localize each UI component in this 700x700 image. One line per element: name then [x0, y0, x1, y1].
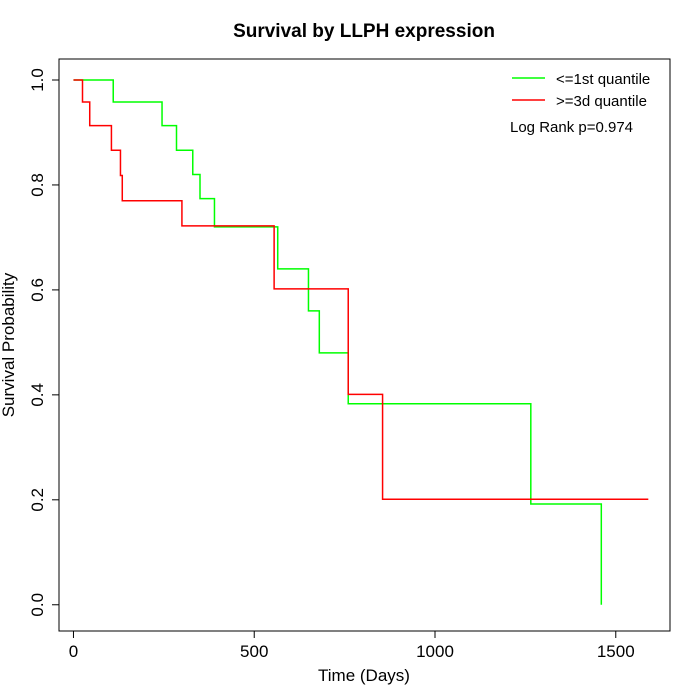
y-tick-label: 1.0	[28, 68, 47, 92]
y-tick-label: 0.6	[28, 278, 47, 302]
survival-line-high	[73, 79, 649, 501]
x-tick-label: 500	[240, 642, 268, 661]
y-tick-label: 0.2	[28, 488, 47, 512]
x-tick-label: 1000	[416, 642, 454, 661]
plot-frame	[58, 58, 671, 632]
legend-label-low: <=1st quantile	[556, 71, 650, 88]
x-tick-label: 1500	[597, 642, 635, 661]
y-tick-label: 0.4	[28, 383, 47, 407]
y-axis-label: Survival Probability	[0, 272, 18, 417]
y-tick-label: 0.8	[28, 173, 47, 197]
x-axis: 0 500 1000 1500	[69, 630, 635, 661]
x-axis-label: Time (Days)	[318, 666, 410, 685]
log-rank-annotation: Log Rank p=0.974	[510, 119, 633, 136]
legend: <=1st quantile >=3d quantile Log Rank p=…	[510, 71, 650, 136]
y-axis: 0.0 0.2 0.4 0.6 0.8 1.0	[28, 68, 60, 617]
x-tick-label: 0	[69, 642, 78, 661]
y-tick-label: 0.0	[28, 593, 47, 617]
chart-title: Survival by LLPH expression	[233, 21, 495, 42]
legend-label-high: >=3d quantile	[556, 93, 647, 110]
survival-line-low	[73, 79, 603, 605]
survival-curves	[73, 79, 649, 605]
